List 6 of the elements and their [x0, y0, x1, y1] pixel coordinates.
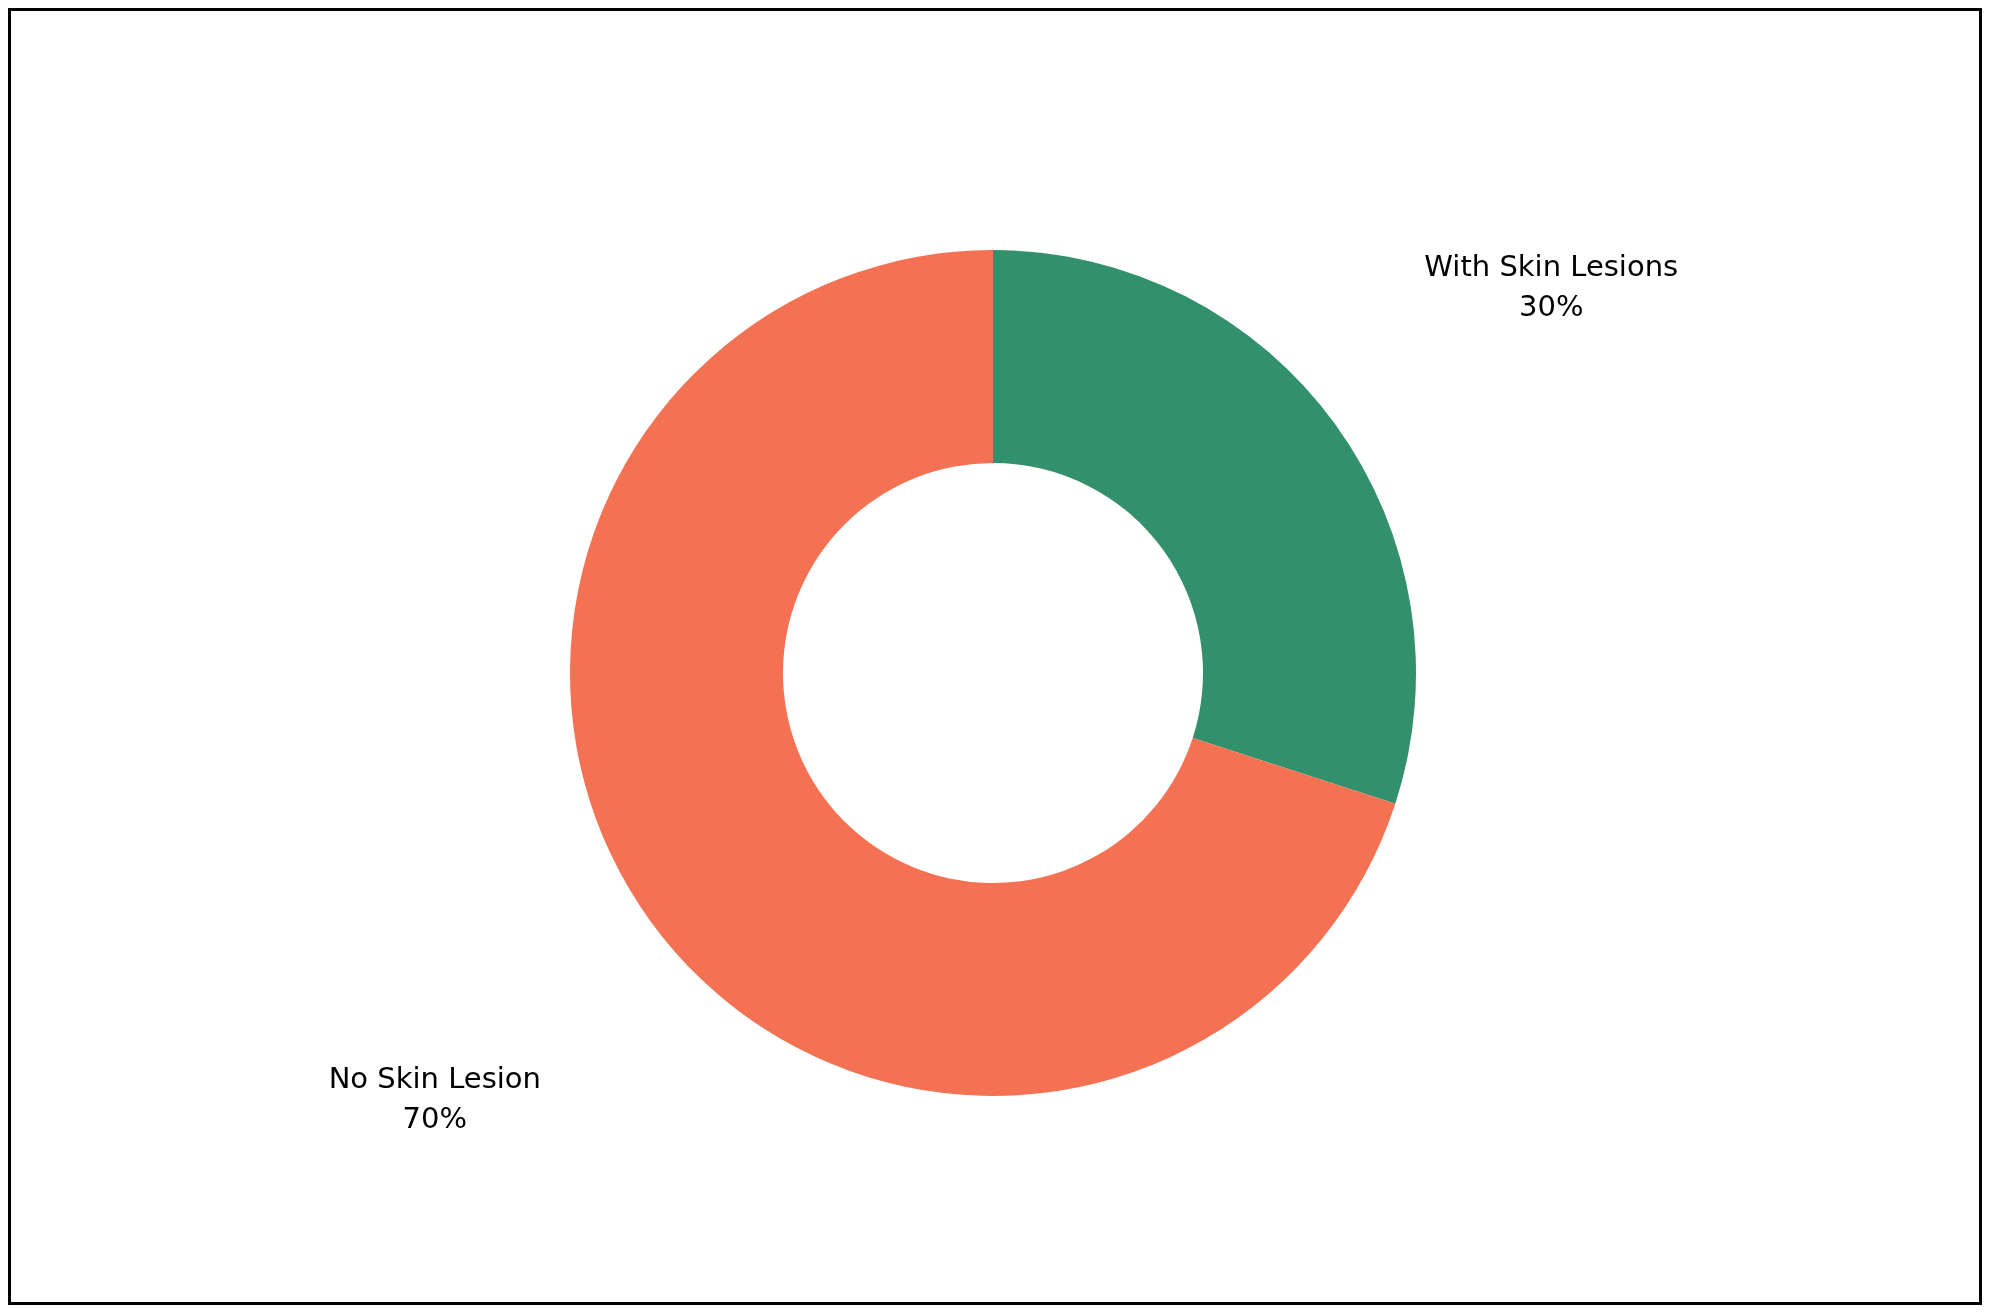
- data-label: 30%: [1518, 289, 1584, 324]
- donut-slice: [993, 250, 1416, 804]
- data-label: 70%: [402, 1100, 468, 1135]
- donut-slice: [570, 250, 1396, 1096]
- slice-label: With Skin Lesions: [1424, 249, 1679, 284]
- slice-label: No Skin Lesion: [328, 1060, 541, 1095]
